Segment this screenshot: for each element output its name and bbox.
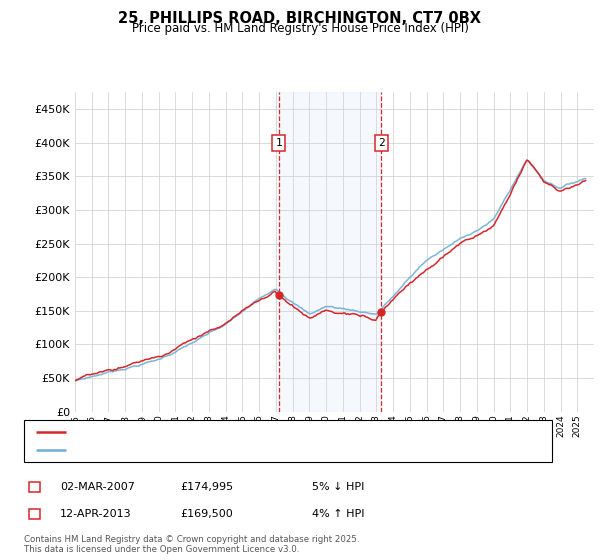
Text: £174,995: £174,995 (180, 482, 233, 492)
Text: 2: 2 (31, 509, 38, 519)
Bar (279, 92, 381, 412)
Text: 02-MAR-2007: 02-MAR-2007 (60, 482, 135, 492)
Text: 5% ↓ HPI: 5% ↓ HPI (312, 482, 364, 492)
Text: 25, PHILLIPS ROAD, BIRCHINGTON, CT7 0BX (semi-detached house): 25, PHILLIPS ROAD, BIRCHINGTON, CT7 0BX … (72, 427, 409, 437)
Text: £169,500: £169,500 (180, 509, 233, 519)
Text: 12-APR-2013: 12-APR-2013 (60, 509, 131, 519)
Text: Price paid vs. HM Land Registry's House Price Index (HPI): Price paid vs. HM Land Registry's House … (131, 22, 469, 35)
Text: HPI: Average price, semi-detached house, Thanet: HPI: Average price, semi-detached house,… (72, 445, 319, 455)
Text: 2: 2 (377, 138, 385, 148)
Text: 25, PHILLIPS ROAD, BIRCHINGTON, CT7 0BX: 25, PHILLIPS ROAD, BIRCHINGTON, CT7 0BX (119, 11, 482, 26)
Text: 1: 1 (275, 138, 282, 148)
Text: Contains HM Land Registry data © Crown copyright and database right 2025.
This d: Contains HM Land Registry data © Crown c… (24, 535, 359, 554)
Text: 1: 1 (31, 482, 38, 492)
Text: 4% ↑ HPI: 4% ↑ HPI (312, 509, 365, 519)
